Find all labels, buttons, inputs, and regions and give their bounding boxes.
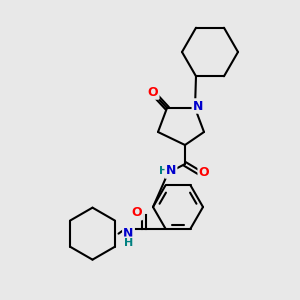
Text: H: H — [124, 238, 133, 248]
Text: O: O — [148, 85, 158, 98]
Text: N: N — [193, 100, 203, 112]
Text: O: O — [131, 206, 142, 219]
Text: H: H — [159, 166, 169, 176]
Text: N: N — [166, 164, 176, 178]
Text: O: O — [199, 167, 209, 179]
Text: N: N — [123, 227, 134, 240]
